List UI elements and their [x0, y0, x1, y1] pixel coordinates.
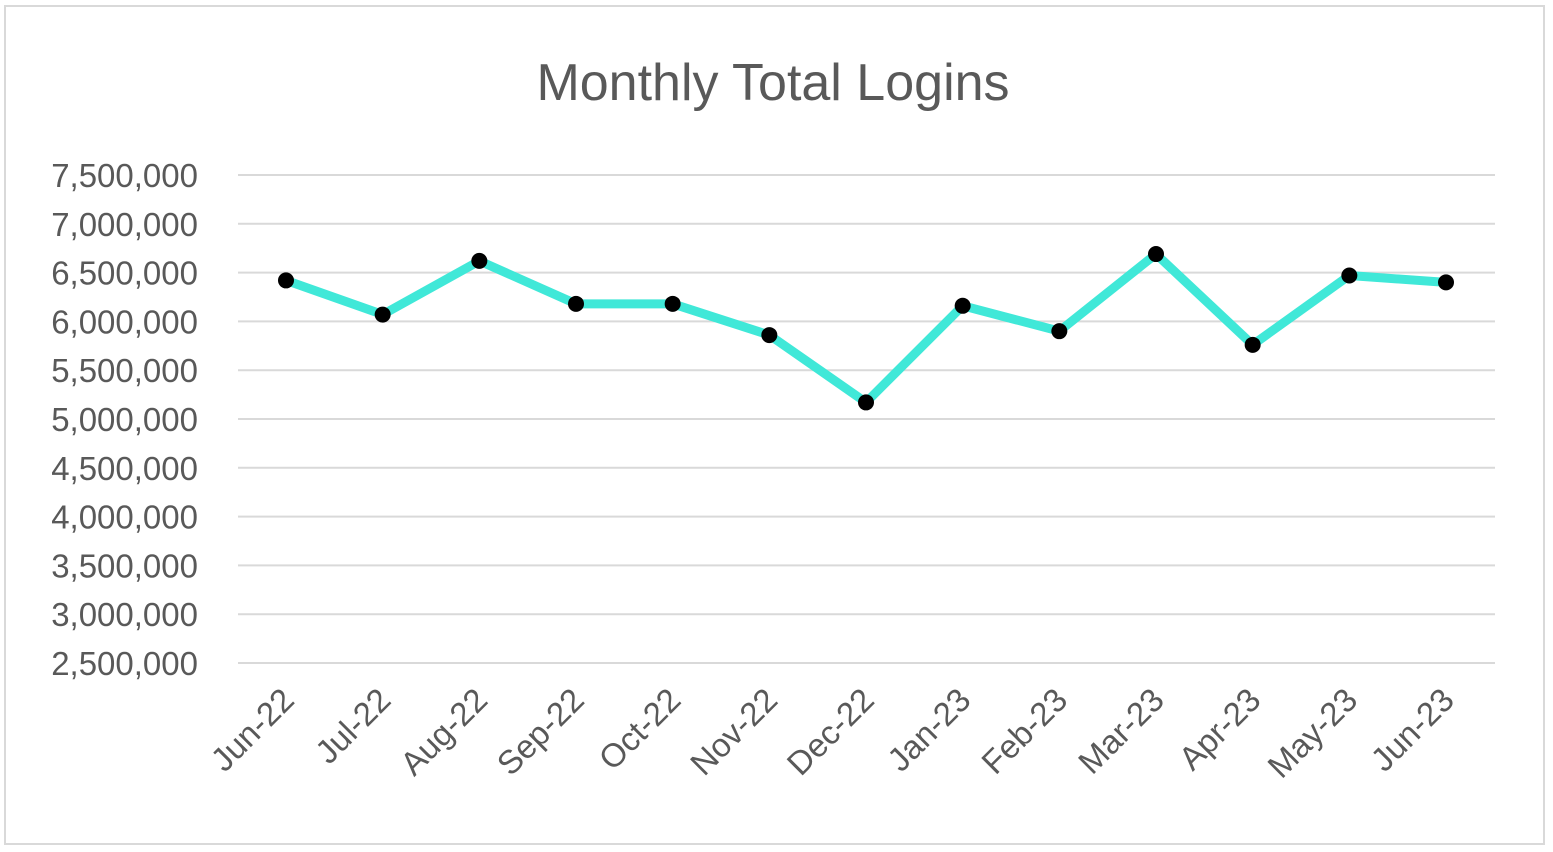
data-point: [1244, 336, 1261, 353]
y-tick-label: 6,500,000: [51, 255, 198, 292]
y-tick-label: 6,000,000: [51, 303, 198, 340]
x-tick-label: Jun-23: [1363, 681, 1461, 779]
data-point: [1341, 267, 1358, 284]
y-tick-label: 4,500,000: [51, 450, 198, 487]
x-tick-label: Jun-22: [203, 681, 301, 779]
y-tick-label: 3,500,000: [51, 547, 198, 584]
y-tick-label: 3,000,000: [51, 596, 198, 633]
series-line: [281, 249, 1451, 407]
data-point: [374, 306, 391, 323]
data-point: [471, 252, 488, 269]
gridlines: [238, 174, 1495, 664]
y-tick-label: 7,000,000: [51, 206, 198, 243]
data-point: [1051, 323, 1068, 340]
data-point: [568, 295, 584, 312]
data-point: [664, 295, 681, 312]
data-point: [858, 394, 874, 411]
chart-title: Monthly Total Logins: [536, 54, 1009, 112]
y-tick-label: 5,500,000: [51, 352, 198, 389]
x-tick-label: Oct-22: [591, 681, 687, 777]
data-point: [1438, 274, 1454, 291]
x-tick-label: Feb-23: [974, 681, 1074, 781]
x-tick-label: Dec-22: [780, 681, 881, 782]
data-point: [761, 327, 778, 344]
y-tick-label: 7,500,000: [51, 157, 198, 194]
data-point: [954, 297, 971, 314]
series-line-layer: [281, 249, 1451, 407]
series-markers: [278, 246, 1454, 411]
x-tick-label: Aug-22: [393, 681, 494, 782]
y-tick-label: 5,000,000: [51, 401, 198, 438]
x-tick-label: Apr-23: [1171, 681, 1267, 777]
x-tick-label: Mar-23: [1071, 681, 1171, 781]
y-axis-tick-labels: 2,500,000 3,000,000 3,500,000 4,000,000 4,50…: [51, 157, 198, 682]
data-point: [278, 272, 294, 289]
x-tick-label: Sep-22: [490, 681, 591, 782]
x-tick-label: Jan-23: [880, 681, 978, 779]
data-point: [1148, 246, 1164, 263]
x-tick-label: Nov-22: [683, 681, 784, 782]
y-tick-label: 2,500,000: [51, 645, 198, 682]
x-tick-label: May-23: [1260, 681, 1364, 785]
y-tick-label: 4,000,000: [51, 499, 198, 536]
x-tick-label: Jul-22: [308, 681, 398, 771]
chart-frame: [4, 5, 1545, 845]
